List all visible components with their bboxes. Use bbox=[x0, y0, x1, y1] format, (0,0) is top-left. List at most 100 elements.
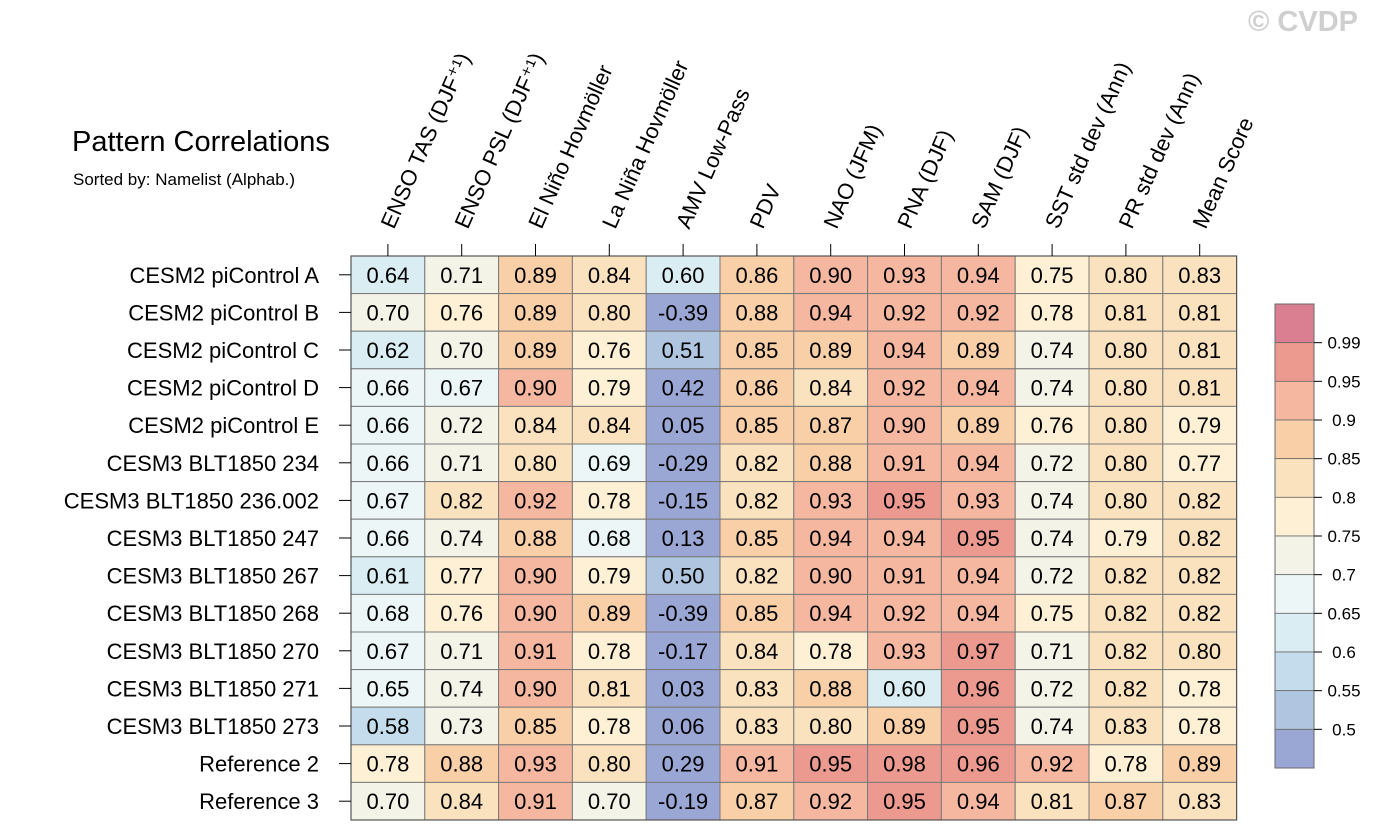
colorbar-swatch bbox=[1274, 574, 1315, 614]
cell-value-label: 0.73 bbox=[440, 714, 483, 739]
cell-value-label: 0.85 bbox=[735, 601, 778, 626]
heatmap-cell bbox=[498, 669, 573, 708]
cell-value-label: 0.83 bbox=[1178, 789, 1221, 814]
heatmap-cell bbox=[1014, 781, 1090, 821]
heatmap-cell bbox=[1088, 368, 1164, 407]
cell-value-label: 0.05 bbox=[662, 413, 705, 438]
colorbar-tick-label: 0.8 bbox=[1332, 488, 1356, 507]
cell-value-label: 0.74 bbox=[440, 676, 483, 701]
cell-value-label: 0.70 bbox=[366, 789, 409, 814]
cell-value-label: 0.79 bbox=[588, 376, 631, 401]
heatmap-cell bbox=[940, 293, 1016, 332]
heatmap-cell bbox=[350, 669, 426, 708]
cell-value-label: 0.85 bbox=[735, 338, 778, 363]
row-label: CESM3 BLT1850 268 bbox=[107, 601, 319, 626]
heatmap-cell bbox=[645, 368, 721, 407]
heatmap-cell bbox=[867, 593, 942, 633]
cell-value-label: 0.83 bbox=[1178, 263, 1221, 288]
cell-value-label: 0.80 bbox=[588, 752, 631, 777]
heatmap-cell bbox=[350, 368, 426, 407]
cell-value-label: 0.80 bbox=[1104, 451, 1147, 476]
cell-value-label: 0.91 bbox=[883, 451, 926, 476]
cell-value-label: 0.94 bbox=[957, 789, 1000, 814]
cell-value-label: 0.88 bbox=[440, 752, 483, 777]
colorbar-tick-label: 0.9 bbox=[1332, 411, 1356, 430]
cell-value-label: 0.64 bbox=[366, 263, 409, 288]
heatmap-cell bbox=[498, 781, 573, 821]
cell-value-label: 0.80 bbox=[1104, 488, 1147, 513]
heatmap-cell bbox=[867, 781, 942, 821]
colorbar-tick-label: 0.99 bbox=[1327, 334, 1360, 353]
cell-value-label: 0.71 bbox=[1031, 639, 1074, 664]
heatmap-cell bbox=[571, 781, 647, 821]
heatmap-cell bbox=[719, 518, 795, 558]
cell-value-label: 0.88 bbox=[514, 526, 557, 551]
cell-value-label: 0.78 bbox=[1104, 752, 1147, 777]
cell-value-label: 0.89 bbox=[957, 413, 1000, 438]
colorbar-swatch bbox=[1274, 458, 1315, 498]
heatmap-cell bbox=[424, 593, 500, 633]
cell-value-label: 0.78 bbox=[588, 714, 631, 739]
cell-value-label: 0.67 bbox=[366, 488, 409, 513]
cell-value-label: 0.88 bbox=[809, 676, 852, 701]
row-label: Reference 3 bbox=[199, 789, 319, 814]
cell-value-label: 0.65 bbox=[366, 676, 409, 701]
heatmap-cell bbox=[719, 631, 795, 671]
heatmap-cell bbox=[498, 368, 573, 407]
colorbar-tick-label: 0.55 bbox=[1327, 682, 1360, 701]
cell-value-label: 0.79 bbox=[1104, 526, 1147, 551]
heatmap-cell bbox=[940, 443, 1016, 483]
cell-value-label: 0.80 bbox=[1178, 639, 1221, 664]
heatmap-cell bbox=[1014, 481, 1090, 520]
cell-value-label: 0.94 bbox=[809, 601, 852, 626]
heatmap-cell bbox=[719, 481, 795, 520]
cell-value-label: 0.93 bbox=[809, 488, 852, 513]
cell-value-label: 0.72 bbox=[1031, 451, 1074, 476]
cell-value-label: 0.91 bbox=[883, 564, 926, 589]
cell-value-label: 0.84 bbox=[514, 413, 557, 438]
cell-value-label: 0.80 bbox=[514, 451, 557, 476]
heatmap-cell bbox=[719, 669, 795, 708]
colorbar-tick-label: 0.95 bbox=[1327, 372, 1360, 391]
cell-value-label: 0.78 bbox=[1178, 714, 1221, 739]
heatmap-cell bbox=[1088, 481, 1164, 520]
cell-value-label: 0.82 bbox=[1178, 488, 1221, 513]
cell-value-label: 0.92 bbox=[514, 488, 557, 513]
cell-value-label: 0.74 bbox=[1031, 376, 1074, 401]
heatmap-cell bbox=[498, 631, 573, 671]
cell-value-label: 0.87 bbox=[735, 789, 778, 814]
heatmap-cell bbox=[571, 556, 647, 595]
cell-value-label: 0.78 bbox=[588, 639, 631, 664]
heatmap-cell bbox=[867, 744, 942, 783]
heatmap-cell bbox=[1162, 518, 1238, 558]
cell-value-label: 0.92 bbox=[883, 376, 926, 401]
colorbar-swatch bbox=[1274, 535, 1315, 576]
heatmap-cell bbox=[350, 443, 426, 483]
heatmap-cell bbox=[1162, 744, 1238, 783]
cell-value-label: 0.89 bbox=[883, 714, 926, 739]
cell-value-label: 0.90 bbox=[514, 564, 557, 589]
heatmap-cell bbox=[940, 330, 1016, 370]
heatmap-cell bbox=[867, 556, 942, 595]
heatmap-cell bbox=[571, 443, 647, 483]
colorbar-swatch bbox=[1274, 612, 1315, 653]
heatmap-cell bbox=[793, 744, 869, 783]
cell-value-label: 0.03 bbox=[662, 676, 705, 701]
row-label: CESM2 piControl C bbox=[127, 338, 319, 363]
heatmap-cell bbox=[1014, 593, 1090, 633]
cvdp-watermark: © CVDP bbox=[1248, 6, 1358, 38]
heatmap-cell bbox=[1088, 255, 1164, 295]
cell-value-label: 0.83 bbox=[735, 714, 778, 739]
cell-value-label: 0.91 bbox=[514, 789, 557, 814]
heatmap-cell bbox=[645, 706, 721, 746]
colorbar-swatch bbox=[1274, 728, 1315, 769]
heatmap-cell bbox=[1162, 255, 1238, 295]
heatmap-cell bbox=[424, 368, 500, 407]
cell-value-label: 0.82 bbox=[440, 488, 483, 513]
cell-value-label: 0.77 bbox=[440, 564, 483, 589]
row-label: CESM3 BLT1850 271 bbox=[107, 676, 319, 701]
cell-value-label: 0.70 bbox=[366, 300, 409, 325]
heatmap-cell bbox=[867, 631, 942, 671]
colorbar-swatch bbox=[1274, 651, 1315, 692]
cell-value-label: 0.82 bbox=[1104, 676, 1147, 701]
